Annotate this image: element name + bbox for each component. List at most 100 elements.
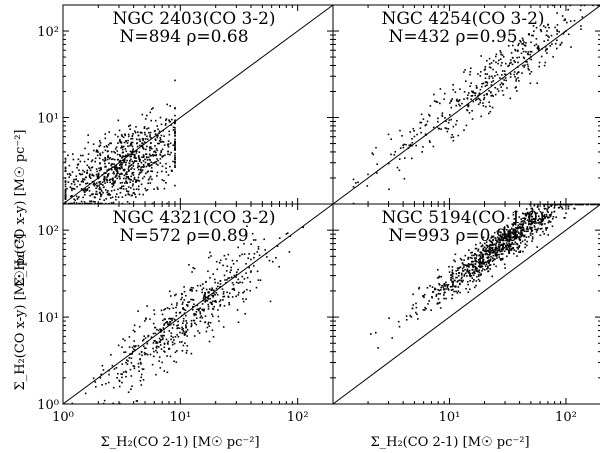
data-point (436, 101, 439, 103)
data-point (491, 275, 493, 278)
data-point (495, 244, 497, 246)
data-point (557, 207, 560, 209)
data-point (250, 243, 252, 245)
data-point (104, 159, 107, 162)
data-point (133, 340, 135, 342)
data-point (95, 173, 98, 176)
data-point (167, 340, 170, 343)
data-point (461, 281, 464, 283)
data-point (125, 188, 128, 190)
data-point (482, 260, 484, 263)
data-point (100, 373, 102, 376)
data-point (103, 399, 106, 402)
data-point (463, 275, 465, 277)
data-point (236, 260, 238, 262)
data-point (69, 174, 72, 176)
data-point (278, 265, 280, 268)
data-point (141, 113, 144, 116)
data-point (453, 259, 455, 262)
data-point (431, 286, 434, 288)
data-point (155, 147, 158, 150)
data-point (139, 140, 141, 142)
data-point (450, 106, 453, 109)
data-point (521, 72, 523, 74)
data-point (156, 175, 158, 177)
data-point (501, 247, 504, 249)
data-point (517, 224, 520, 227)
data-point (501, 233, 504, 236)
data-point (93, 149, 95, 152)
data-point (490, 62, 493, 64)
data-point (144, 353, 146, 356)
data-point (116, 177, 119, 180)
x-tick-label: 10² (555, 410, 577, 425)
data-point (526, 61, 528, 63)
data-point (208, 291, 210, 293)
data-point (257, 246, 260, 248)
data-point (480, 274, 482, 276)
data-point (155, 151, 157, 154)
data-point (126, 159, 128, 162)
data-point (488, 66, 491, 68)
data-point (552, 216, 555, 218)
data-point (118, 175, 120, 178)
data-point (119, 155, 121, 158)
data-point (478, 98, 481, 100)
data-point (429, 105, 432, 107)
data-point (142, 193, 144, 196)
data-point (64, 197, 67, 200)
data-point (521, 225, 524, 227)
data-point (174, 161, 176, 164)
data-point (452, 288, 454, 291)
data-point (142, 368, 145, 370)
data-point (143, 335, 145, 337)
data-point (140, 183, 143, 186)
data-point (503, 263, 506, 266)
data-point (96, 185, 99, 188)
data-point (507, 226, 509, 229)
data-point (479, 260, 482, 262)
data-point (490, 66, 492, 69)
data-point (163, 346, 166, 349)
data-point (437, 269, 439, 271)
data-point (464, 69, 466, 71)
data-point (186, 328, 189, 331)
data-point (82, 154, 84, 157)
data-point (524, 45, 527, 47)
data-point (449, 102, 451, 104)
data-point (86, 169, 89, 172)
data-point (503, 79, 506, 81)
data-point (116, 172, 118, 175)
data-point (119, 164, 121, 166)
data-point (525, 42, 527, 44)
data-point (502, 242, 505, 245)
data-point (522, 50, 525, 53)
data-point (567, 207, 570, 210)
data-point (68, 176, 70, 178)
data-point (83, 201, 86, 203)
data-point (176, 304, 178, 306)
data-point (530, 227, 533, 229)
data-point (168, 308, 171, 310)
data-point (156, 171, 159, 174)
data-point (471, 110, 473, 112)
data-point (99, 181, 101, 183)
data-point (111, 364, 114, 367)
data-point (480, 265, 482, 267)
data-point (529, 50, 532, 53)
data-point (121, 135, 123, 138)
data-point (488, 89, 490, 92)
data-point (503, 231, 506, 233)
data-point (145, 153, 147, 155)
data-point (142, 339, 144, 342)
data-point (213, 292, 215, 295)
data-point (507, 45, 510, 47)
data-point (103, 160, 106, 162)
data-point (367, 173, 369, 176)
data-point (501, 253, 504, 255)
data-point (210, 289, 213, 292)
data-point (531, 236, 534, 238)
data-point (523, 220, 526, 223)
data-point (186, 304, 188, 306)
data-point (146, 138, 149, 140)
